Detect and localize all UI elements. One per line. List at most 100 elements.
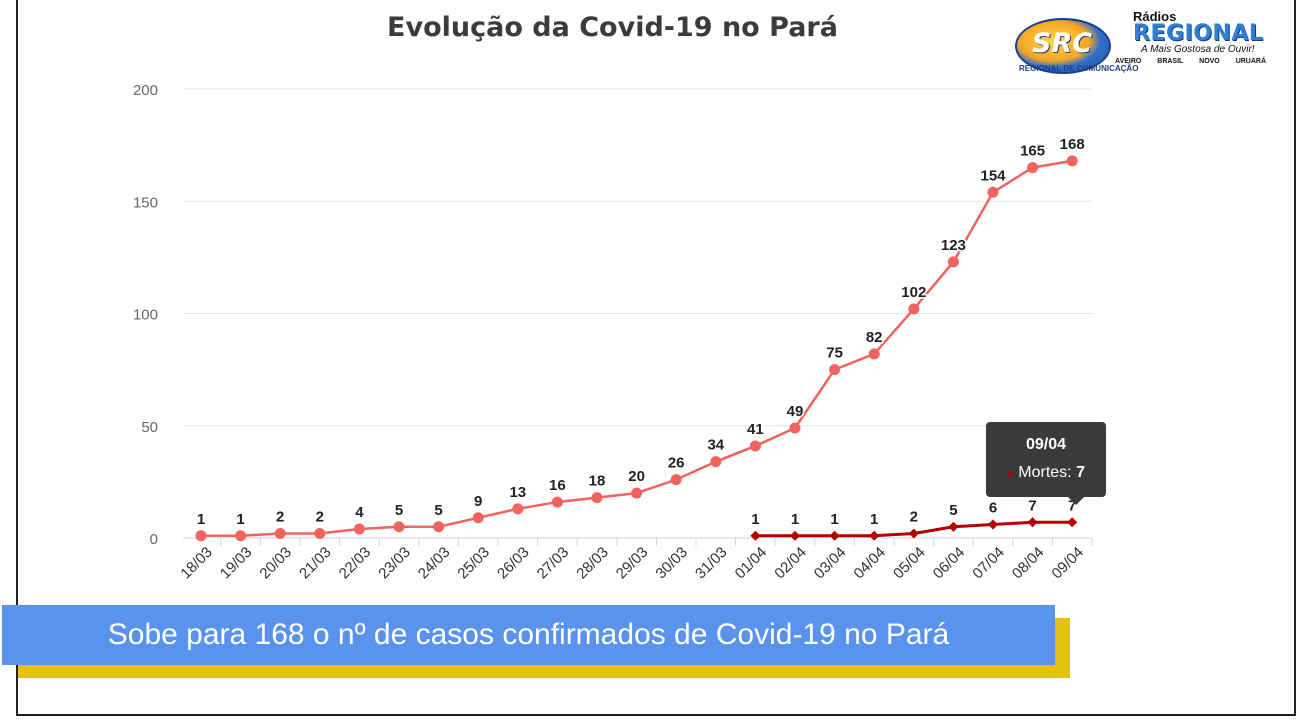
x-tick-label: 01/04 (732, 544, 771, 583)
line-chart: 0 50 100 150 200 18/03 19/03 20/03 21/03 22/03 23/… (133, 82, 1093, 583)
logo-cities: AVEIRO BRASIL NOVO URUARÁ (1115, 58, 1267, 65)
chart-tooltip: 09/04 ● Mortes: 7 (986, 422, 1106, 505)
tooltip-row: ● Mortes: 7 (986, 464, 1106, 482)
logo-line2: REGIONAL (1133, 21, 1264, 46)
data-point (868, 348, 880, 360)
headline-banner: Sobe para 168 o nº de casos confirmados … (2, 605, 1055, 665)
logo-line1: Rádios (1133, 9, 1177, 24)
x-tick-label: 25/03 (454, 544, 493, 583)
x-tick-label: 24/03 (415, 544, 454, 583)
x-tick-label: 20/03 (256, 544, 295, 583)
data-point (631, 487, 643, 499)
data-point (551, 496, 563, 508)
x-tick-label: 05/04 (890, 544, 929, 583)
data-label: 123 (941, 237, 966, 254)
data-label: 20 (628, 468, 645, 485)
data-label: 1 (830, 511, 838, 528)
data-point (869, 530, 880, 541)
data-label: 41 (747, 421, 764, 438)
data-point (908, 303, 920, 315)
data-label: 82 (866, 329, 883, 346)
tooltip-series-dot-icon: ● (1007, 466, 1015, 480)
data-label: 1 (870, 511, 878, 528)
data-label: 7 (1028, 497, 1036, 514)
data-label: 1 (751, 511, 759, 528)
data-point (512, 503, 524, 515)
x-tick-label: 30/03 (652, 544, 691, 583)
data-point (433, 521, 445, 533)
x-tick-label: 18/03 (177, 544, 216, 583)
data-label: 9 (474, 493, 482, 510)
data-label: 102 (901, 284, 926, 301)
data-label: 2 (276, 509, 284, 526)
data-label: 13 (509, 484, 526, 501)
logo-emblem (1015, 18, 1111, 74)
data-point (790, 530, 800, 541)
tooltip-label: Mortes: (1018, 464, 1072, 481)
x-tick-label: 04/04 (850, 544, 889, 583)
data-label: 154 (980, 167, 1006, 184)
data-label: 26 (668, 455, 685, 472)
data-point (1027, 517, 1038, 528)
x-tick-label: 23/03 (375, 544, 414, 583)
data-label: 4 (355, 504, 364, 521)
data-point (749, 440, 761, 452)
data-label: 5 (395, 502, 403, 519)
y-tick-label: 0 (150, 531, 158, 548)
data-point (710, 456, 722, 468)
data-point (947, 256, 959, 268)
data-point (235, 530, 247, 542)
data-label: 34 (707, 437, 724, 454)
y-tick-label: 200 (133, 82, 158, 99)
data-point (948, 521, 959, 532)
x-tick-label: 27/03 (534, 544, 573, 583)
data-label: 7 (1068, 497, 1076, 514)
x-tick-label: 07/04 (969, 544, 1008, 583)
data-label: 49 (787, 403, 804, 420)
data-label: 2 (316, 509, 324, 526)
x-tick-label: 02/04 (771, 544, 810, 583)
x-tick-label: 22/03 (336, 544, 375, 583)
data-point (1066, 155, 1078, 167)
tooltip-date: 09/04 (1025, 436, 1067, 453)
data-point (195, 530, 207, 542)
data-label: 165 (1020, 143, 1045, 160)
data-point (591, 492, 603, 504)
data-point (1067, 517, 1078, 528)
y-tick-label: 150 (133, 194, 158, 211)
data-point (750, 530, 761, 541)
data-label: 1 (197, 511, 205, 528)
logo-arc-text: REGIONAL DE COMUNICAÇÃO (1019, 64, 1139, 73)
data-label: 168 (1060, 136, 1085, 153)
data-point (1027, 162, 1039, 174)
data-label: 1 (791, 511, 799, 528)
x-tick-label: 08/04 (1009, 544, 1048, 583)
data-point (314, 528, 326, 540)
data-point (829, 364, 841, 376)
data-point (670, 474, 682, 486)
data-point (987, 186, 999, 198)
data-point (988, 519, 998, 530)
logo-slogan: A Mais Gostosa de Ouvir! (1141, 44, 1255, 55)
x-tick-label: 03/04 (811, 544, 850, 583)
data-label: 5 (949, 502, 957, 519)
tooltip-value: 7 (1076, 464, 1085, 481)
data-label: 5 (434, 502, 442, 519)
x-tick-label: 06/04 (930, 544, 969, 583)
data-point (829, 530, 840, 541)
data-label: 75 (826, 345, 843, 362)
data-label: 6 (989, 500, 997, 517)
y-tick-label: 50 (141, 419, 158, 436)
logo-emblem-text: SRC (1032, 28, 1093, 59)
data-point (472, 512, 484, 524)
data-label: 18 (589, 473, 606, 490)
data-point (274, 528, 286, 540)
x-tick-label: 31/03 (692, 544, 731, 583)
x-tick-label: 19/03 (217, 544, 256, 583)
data-point (789, 422, 801, 434)
x-tick-label: 26/03 (494, 544, 533, 583)
radio-logo: SRC REGIONAL DE COMUNICAÇÃO Rádios REGIO… (1005, 6, 1270, 78)
x-tick-label: 21/03 (296, 544, 335, 583)
data-label: 1 (236, 511, 244, 528)
chart-title: Evolução da Covid-19 no Pará (387, 12, 838, 43)
